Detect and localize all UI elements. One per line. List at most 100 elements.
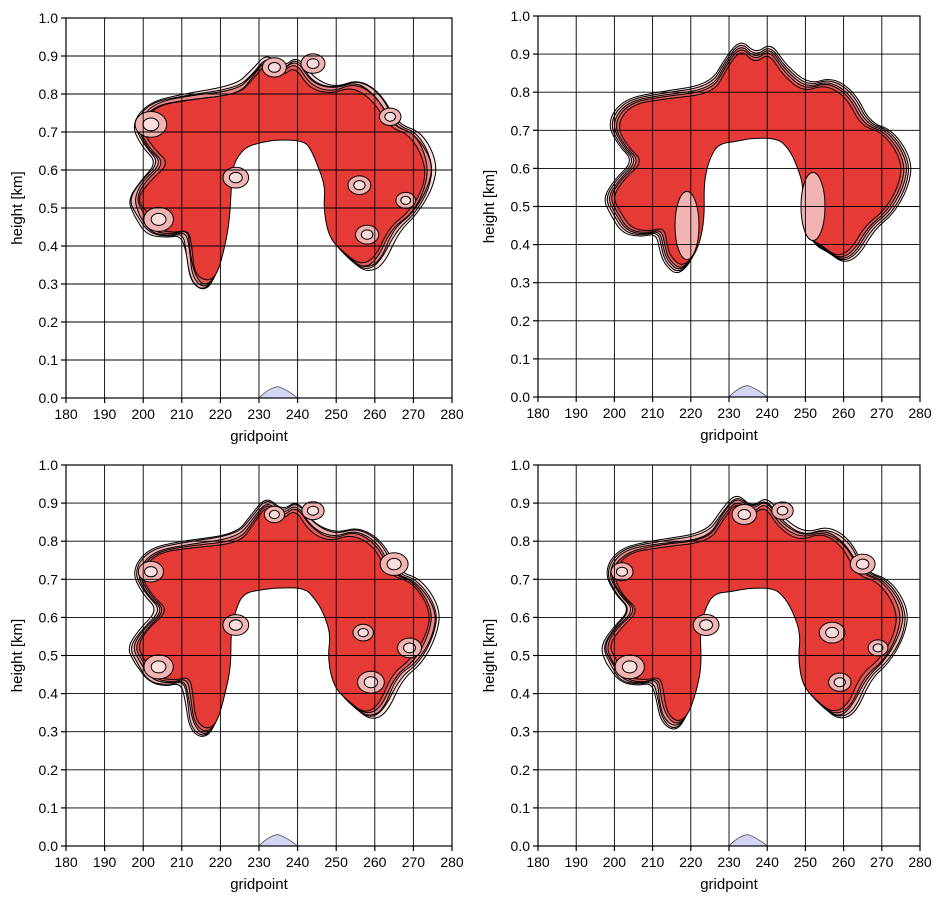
x-tick-label: 250 (794, 854, 818, 870)
vortex-inner (306, 505, 320, 516)
y-tick-label: 0.8 (511, 84, 531, 100)
y-axis-label: height [km] (481, 170, 498, 243)
y-tick-label: 0.5 (39, 648, 59, 664)
y-axis-label: height [km] (9, 171, 26, 244)
y-tick-label: 0.3 (511, 724, 531, 740)
x-tick-label: 240 (756, 854, 780, 870)
x-tick-label: 260 (832, 405, 856, 421)
vortex-inner (776, 505, 789, 516)
vortex-inner (856, 558, 870, 570)
vortex-inner (268, 509, 280, 520)
x-tick-label: 190 (93, 854, 117, 870)
panel-bottom-left: 180 190 200 210 220 230 240 250 260 270 280 0.0 0.1 0… (9, 457, 464, 893)
x-tick-label: 210 (170, 406, 194, 422)
panel-top-left: 180 190 200 210 220 230 240 250 260 270 280 0.0 0.1 0… (9, 10, 464, 445)
x-tick-label: 270 (870, 854, 894, 870)
vortex-inner (872, 643, 884, 653)
plot-area (604, 42, 912, 397)
y-tick-label: 0.3 (39, 724, 59, 740)
x-tick-label: 230 (247, 406, 271, 422)
x-tick-label: 260 (363, 854, 387, 870)
x-tick-label: 190 (565, 854, 589, 870)
x-tick-label: 260 (363, 406, 387, 422)
y-tick-label: 0.4 (39, 238, 59, 254)
x-tick-label: 220 (209, 854, 233, 870)
y-tick-label: 0.8 (511, 533, 531, 549)
y-tick-label: 0.5 (511, 648, 531, 664)
y-tick-label: 0.9 (39, 48, 59, 64)
y-tick-label: 0.5 (511, 199, 531, 215)
x-tick-label: 230 (717, 405, 741, 421)
y-tick-label: 0.0 (511, 838, 531, 854)
x-tick-label: 280 (908, 854, 932, 870)
y-tick-label: 0.2 (39, 314, 59, 330)
y-tick-label: 0.7 (511, 122, 531, 138)
y-tick-label: 0.3 (39, 276, 59, 292)
x-tick-label: 210 (641, 854, 665, 870)
grid (537, 464, 921, 847)
y-tick-label: 0.8 (39, 86, 59, 102)
y-tick-label: 0.0 (39, 838, 59, 854)
x-tick-label: 280 (440, 854, 464, 870)
x-tick-label: 260 (832, 854, 856, 870)
vortex-inner (386, 557, 402, 571)
y-tick-label: 0.1 (39, 800, 59, 816)
x-tick-label: 220 (679, 854, 703, 870)
x-axis-label: gridpoint (700, 427, 758, 444)
y-tick-label: 1.0 (511, 8, 531, 24)
vortex-inner (142, 117, 160, 132)
x-tick-label: 250 (325, 854, 349, 870)
x-axis-label: gridpoint (700, 876, 758, 893)
x-tick-label: 190 (565, 405, 589, 421)
x-tick-label: 200 (603, 405, 627, 421)
y-tick-label: 0.7 (511, 571, 531, 587)
grid (65, 17, 453, 399)
x-tick-label: 180 (54, 854, 78, 870)
grid (537, 15, 921, 398)
plot-area (129, 53, 437, 398)
x-tick-label: 270 (402, 854, 426, 870)
terrain-bump (728, 385, 768, 397)
x-tick-label: 180 (54, 406, 78, 422)
x-tick-label: 220 (209, 406, 233, 422)
x-tick-label: 250 (794, 405, 818, 421)
y-tick-label: 1.0 (511, 457, 531, 473)
x-axis-label: gridpoint (230, 428, 288, 445)
y-tick-label: 0.3 (511, 275, 531, 291)
y-tick-label: 0.2 (39, 762, 59, 778)
vortex-inner (144, 566, 158, 578)
plot-area (601, 495, 908, 846)
x-tick-label: 250 (325, 406, 349, 422)
y-tick-label: 0.1 (511, 351, 531, 367)
x-tick-label: 270 (402, 406, 426, 422)
y-tick-label: 0.7 (39, 124, 59, 140)
y-tick-label: 0.9 (511, 495, 531, 511)
vortex-inner (363, 676, 379, 689)
grid (65, 464, 453, 847)
vortex-inner (825, 626, 839, 639)
y-tick-label: 0.6 (511, 160, 531, 176)
vortex-inner (400, 195, 412, 205)
x-tick-label: 240 (286, 854, 310, 870)
vortex-inner (384, 111, 397, 122)
vortex-inner (616, 566, 628, 577)
x-tick-label: 200 (132, 854, 156, 870)
panel-top-right: 180 190 200 210 220 230 240 250 260 270 280 0.0 0.1 0… (481, 8, 932, 444)
vortex-inner (228, 619, 243, 631)
vortex-inner (621, 660, 638, 674)
x-tick-label: 230 (717, 854, 741, 870)
y-tick-label: 0.7 (39, 571, 59, 587)
x-tick-label: 240 (756, 405, 780, 421)
x-tick-label: 210 (641, 405, 665, 421)
y-tick-label: 0.0 (511, 389, 531, 405)
y-tick-label: 0.6 (511, 609, 531, 625)
vortex-inner (357, 628, 369, 638)
y-tick-label: 0.9 (39, 495, 59, 511)
x-tick-label: 190 (93, 406, 117, 422)
vortex-inner (699, 619, 713, 631)
x-axis-label: gridpoint (230, 876, 288, 893)
vortex-inner (737, 509, 751, 520)
panel-bottom-right: 180 190 200 210 220 230 240 250 260 270 280 0.0 0.1 0… (481, 457, 932, 893)
x-tick-label: 180 (526, 405, 550, 421)
y-tick-label: 1.0 (39, 457, 59, 473)
